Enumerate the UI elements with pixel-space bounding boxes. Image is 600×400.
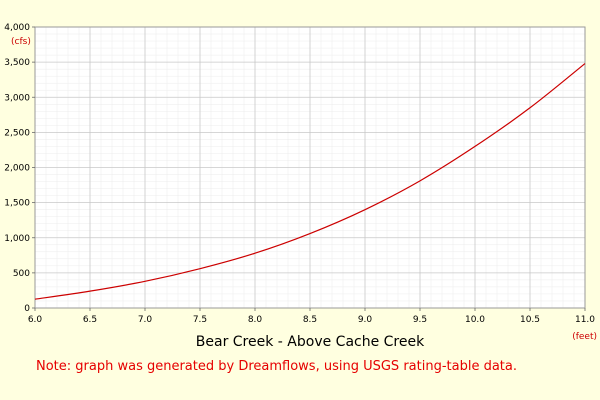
y-tick-label: 3,500	[4, 58, 30, 68]
x-tick-label: 8.0	[248, 315, 263, 325]
y-tick-label: 0	[24, 304, 30, 314]
y-tick-label: 1,500	[4, 199, 30, 209]
x-tick-label: 7.0	[138, 315, 153, 325]
chart-note: Note: graph was generated by Dreamflows,…	[36, 359, 517, 374]
x-tick-label: 6.0	[28, 315, 43, 325]
x-axis-ticks: 6.0 6.5 7.0 7.5 8.0 8.5 9.0 9.5 10.0 10.5 11.0	[28, 308, 595, 325]
y-axis-unit-label: (cfs)	[11, 37, 31, 47]
x-tick-label: 6.5	[83, 315, 97, 325]
x-tick-label: 7.5	[193, 315, 207, 325]
x-axis-unit-label: (feet)	[572, 332, 597, 342]
x-tick-label: 8.5	[303, 315, 317, 325]
x-tick-label: 9.0	[358, 315, 373, 325]
x-tick-label: 10.0	[465, 315, 485, 325]
y-tick-label: 2,500	[4, 128, 30, 138]
y-tick-label: 500	[13, 269, 30, 279]
y-tick-label: 4,000	[4, 23, 30, 33]
y-tick-label: 3,000	[4, 93, 30, 103]
x-tick-label: 9.5	[413, 315, 427, 325]
series-line	[34, 63, 586, 300]
y-axis-ticks: 0 500 1,000 1,500 2,000 2,500 3,000 3,500 4,000	[4, 23, 35, 314]
chart-title: Bear Creek - Above Cache Creek	[196, 334, 425, 350]
x-tick-label: 10.5	[520, 315, 540, 325]
x-tick-label: 11.0	[575, 315, 595, 325]
y-tick-label: 2,000	[4, 164, 30, 174]
y-tick-label: 1,000	[4, 234, 30, 244]
